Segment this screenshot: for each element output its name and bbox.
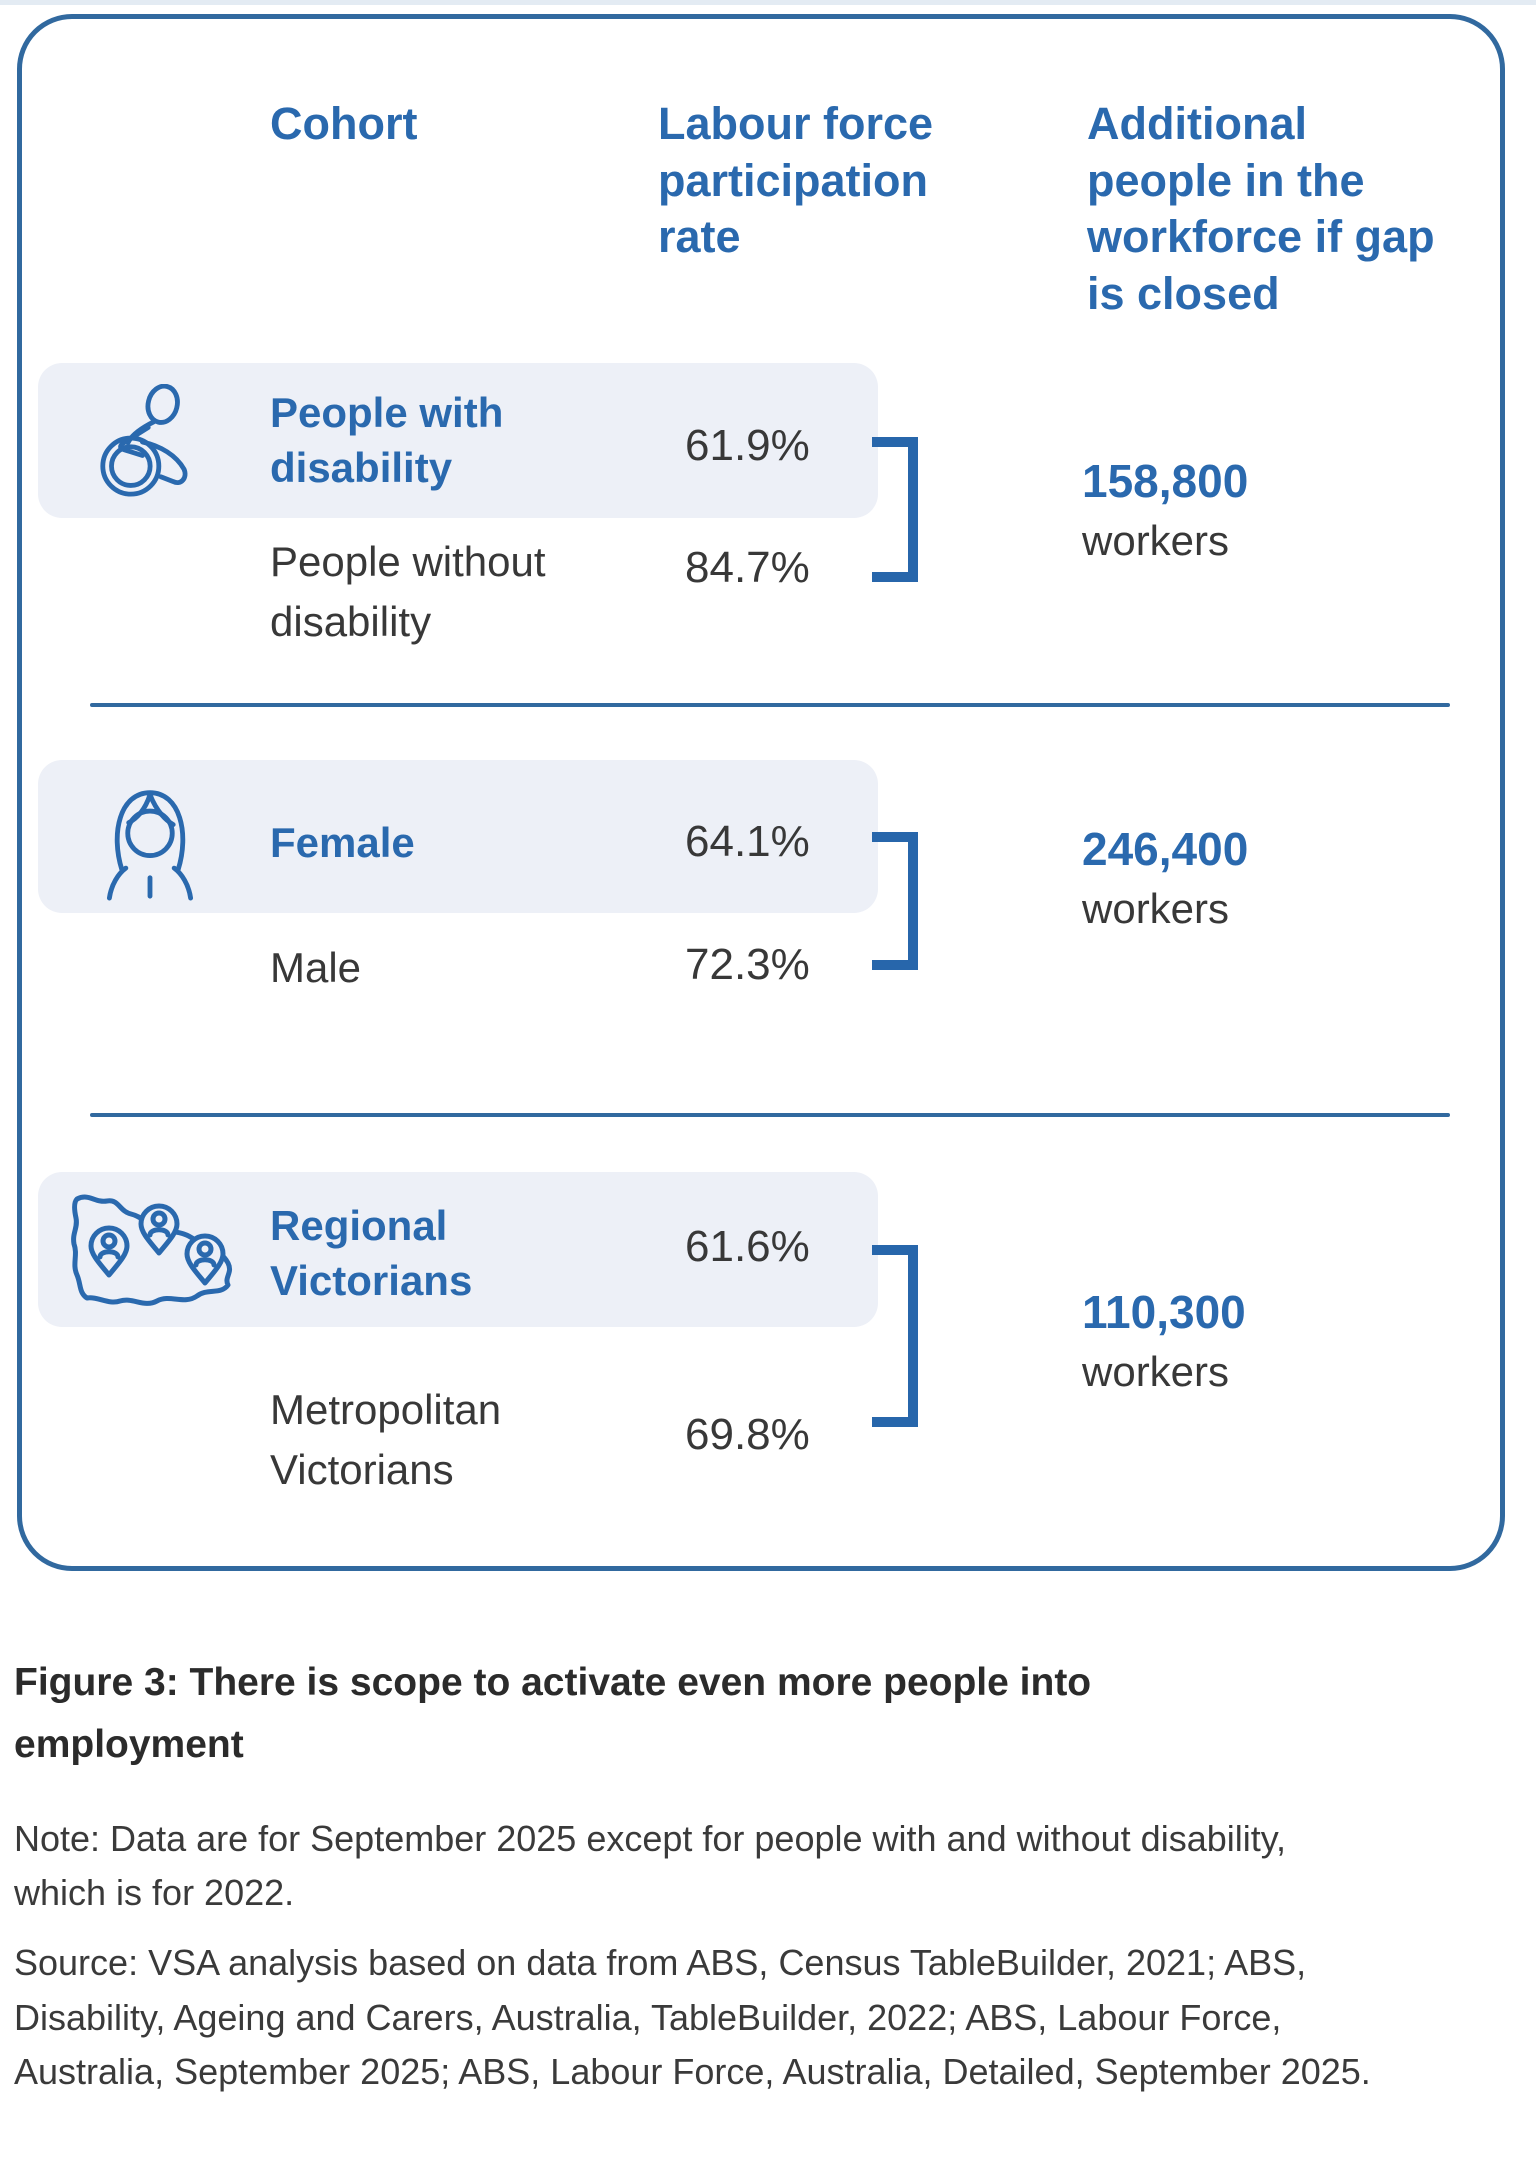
victoria-map-icon: [63, 1189, 235, 1319]
primary-cohort-label: Female: [270, 819, 415, 866]
additional-workers-result: 158,800 workers: [1082, 452, 1248, 572]
workers-label: workers: [1082, 884, 1230, 932]
gap-bracket: [872, 1245, 918, 1427]
primary-participation-rate: 64.1%: [685, 817, 810, 866]
column-header-participation-rate: Labour force participation rate: [658, 98, 934, 263]
workers-label: workers: [1082, 1347, 1230, 1395]
figure-note: Note: Data are for September 2025 except…: [14, 1818, 1287, 1913]
additional-workers-result: 110,300 workers: [1082, 1283, 1246, 1403]
secondary-cohort-label: Metropolitan Victorians: [270, 1386, 502, 1494]
section-divider: [90, 1113, 1450, 1117]
secondary-cohort-label: Male: [270, 944, 362, 991]
column-header-cohort: Cohort: [270, 98, 418, 149]
female-icon: [95, 783, 205, 901]
cohort-row-region: Regional Victorians 61.6% Metropolitan V…: [0, 1115, 1536, 1573]
page-top-edge: [0, 0, 1536, 5]
additional-workers-value: 246,400: [1082, 823, 1249, 875]
secondary-participation-rate: 84.7%: [685, 543, 810, 592]
primary-cohort-label: People with disability: [270, 389, 504, 492]
column-header-additional-workers: Additional people in the workforce if ga…: [1087, 98, 1435, 320]
row-highlight: [38, 760, 878, 913]
additional-workers-value: 158,800: [1082, 455, 1249, 507]
primary-participation-rate: 61.6%: [685, 1222, 810, 1271]
wheelchair-icon: [85, 384, 223, 498]
additional-workers-result: 246,400 workers: [1082, 820, 1248, 940]
cohort-row-disability: People with disability 61.9% People with…: [0, 340, 1536, 705]
section-divider: [90, 703, 1450, 707]
primary-participation-rate: 61.9%: [685, 421, 810, 470]
primary-cohort-label: Regional Victorians: [270, 1202, 473, 1305]
secondary-cohort-label: People without disability: [270, 538, 546, 646]
gap-bracket: [872, 832, 918, 970]
gap-bracket: [872, 437, 918, 582]
figure-caption: Figure 3: There is scope to activate eve…: [14, 1661, 1092, 1766]
secondary-participation-rate: 69.8%: [685, 1410, 810, 1459]
figure-source: Source: VSA analysis based on data from …: [14, 1942, 1371, 2093]
row-highlight: [38, 363, 878, 518]
secondary-participation-rate: 72.3%: [685, 940, 810, 989]
additional-workers-value: 110,300: [1082, 1286, 1246, 1338]
cohort-row-gender: Female 64.1% Male 72.3% 246,400 workers: [0, 705, 1536, 1115]
workers-label: workers: [1082, 516, 1230, 564]
